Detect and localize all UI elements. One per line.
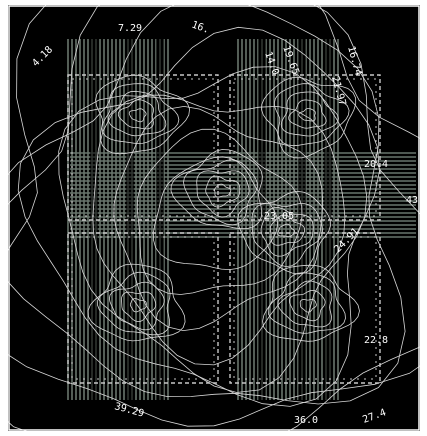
map-frame-border (8, 5, 420, 431)
contour-line (117, 99, 155, 130)
building-block-inner (71, 78, 215, 217)
contour-line (298, 108, 316, 122)
building-block-inner (233, 236, 377, 380)
contour-line (107, 90, 167, 137)
hatch-gap (90, 39, 98, 400)
contour-line (277, 280, 333, 328)
contour-line (8, 5, 420, 431)
contour-line (214, 183, 232, 198)
contour-line (108, 281, 165, 331)
contour-line (121, 291, 157, 323)
contour-line (273, 83, 350, 147)
contour-line (299, 299, 317, 313)
contour-line (92, 94, 346, 366)
contour-line (95, 74, 191, 155)
contour-label: 7.29 (118, 23, 142, 34)
building-block-inner (233, 78, 377, 217)
contour-label: 20.4 (364, 159, 388, 170)
contour-line (183, 159, 258, 226)
contour-map: 4.18 7.29 16. 19.65 14.0 16.74 21.97 20.… (8, 5, 420, 431)
contour-line (277, 223, 296, 238)
contour-line (136, 128, 303, 295)
contour-line (288, 289, 326, 322)
contour-line (8, 5, 406, 405)
contour-line (280, 91, 339, 137)
contour-line (8, 5, 420, 427)
building-block (67, 232, 219, 384)
contour-line (237, 190, 331, 275)
contour-label: 36.0 (294, 415, 318, 426)
hatch-gap (126, 39, 134, 400)
contour-label: 22.8 (364, 335, 388, 346)
contour-line (260, 207, 314, 257)
contour-line (87, 263, 186, 342)
contour-label: 43 (406, 195, 418, 206)
contour-line (129, 298, 147, 313)
contour-line (17, 26, 380, 407)
contour-line (288, 99, 327, 129)
contour-line (269, 214, 305, 246)
contour-line (251, 202, 323, 268)
contour-line (153, 156, 279, 271)
contour-line (128, 108, 147, 123)
contour-line (262, 264, 360, 342)
building-block (229, 232, 381, 384)
contour-line (113, 105, 324, 332)
contour-line (261, 76, 357, 159)
contour-line (170, 149, 263, 230)
building-blocks (67, 74, 381, 384)
building-block-inner (71, 236, 215, 380)
contour-label: 23.05 (264, 211, 294, 222)
contour-line (101, 83, 180, 145)
contour-line (97, 271, 171, 336)
